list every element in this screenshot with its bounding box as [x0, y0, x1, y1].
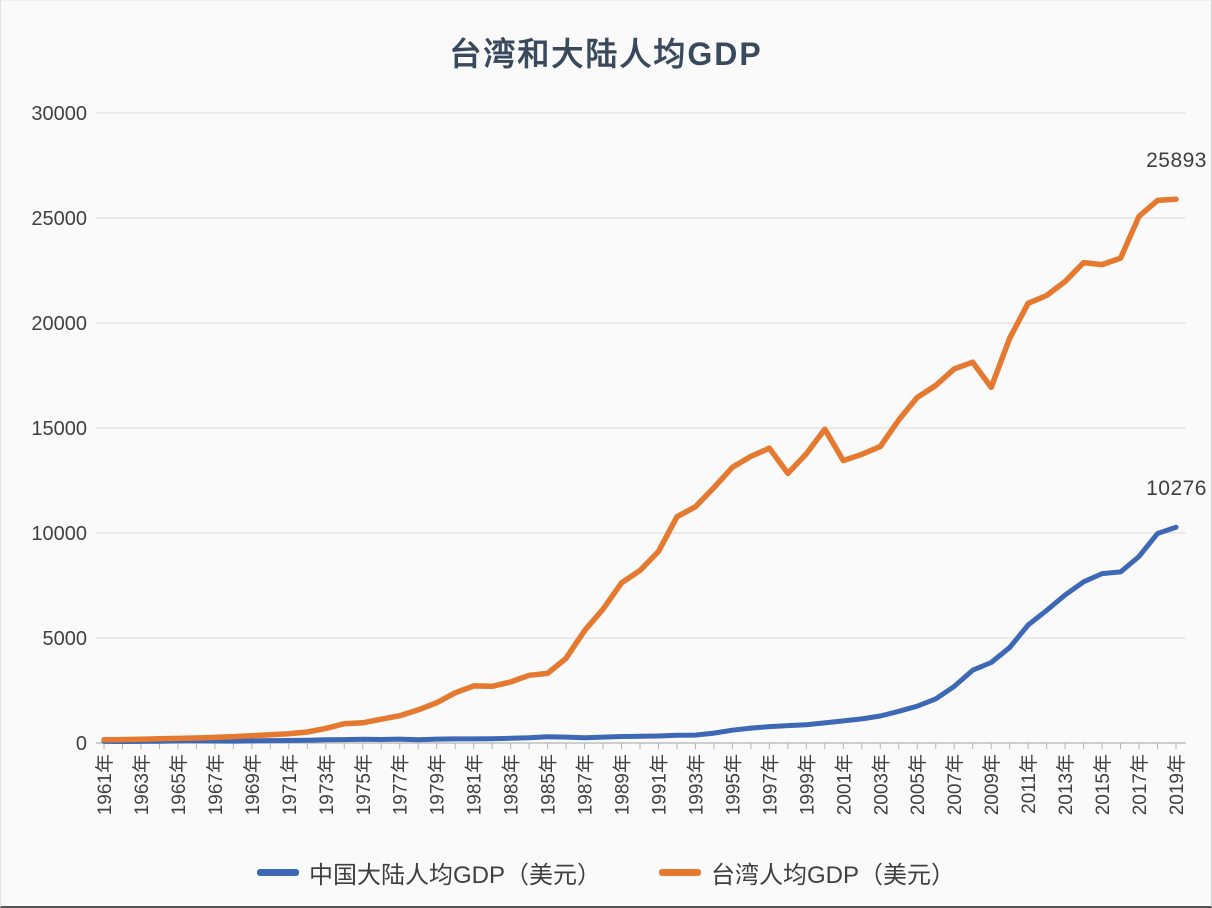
- china-line-swatch: [256, 869, 299, 876]
- y-tick-label: 5000: [43, 628, 88, 650]
- x-tick-label: 2001年: [833, 754, 855, 815]
- x-tick-label: 2011年: [1018, 754, 1040, 814]
- taiwan-line-swatch: [659, 869, 701, 876]
- legend: 中国大陆人均GDP（美元） 台湾人均GDP（美元）: [1, 855, 1211, 890]
- x-tick-label: 1985年: [538, 754, 560, 815]
- y-tick-label: 10000: [31, 523, 87, 545]
- x-tick-label: 2005年: [907, 754, 929, 815]
- x-tick-label: 1971年: [279, 754, 301, 815]
- x-tick-label: 1995年: [722, 754, 744, 815]
- x-tick-label: 1969年: [242, 754, 264, 815]
- x-axis-ticks: [103, 743, 1177, 749]
- x-tick-label: 1963年: [131, 754, 153, 815]
- x-tick-label: 1975年: [353, 754, 375, 815]
- chart-title: 台湾和大陆人均GDP: [449, 36, 763, 72]
- taiwan-end-value-label: 25893: [1146, 149, 1207, 172]
- x-tick-label: 2013年: [1055, 754, 1077, 815]
- x-tick-label: 2017年: [1129, 754, 1151, 815]
- x-tick-label: 2009年: [981, 754, 1003, 815]
- x-tick-label: 2019年: [1166, 754, 1188, 815]
- y-tick-label: 0: [76, 733, 87, 755]
- x-tick-label: 1967年: [205, 754, 227, 815]
- y-axis-labels: 0 5000 10000 15000 20000 25000 30000: [31, 103, 87, 755]
- china-gdp-line: [101, 524, 1179, 744]
- x-tick-label: 1977年: [390, 754, 412, 815]
- x-tick-label: 1973年: [316, 754, 338, 815]
- x-tick-label: 1981年: [464, 754, 486, 815]
- x-axis-labels: 1961年 1963年 1965年 1967年 1969年 1971年 1973年 1975年…: [94, 754, 1188, 815]
- y-tick-label: 20000: [31, 313, 87, 335]
- x-tick-label: 1997年: [759, 754, 781, 815]
- x-tick-label: 1983年: [501, 754, 523, 815]
- china-end-value-label: 10276: [1146, 477, 1207, 500]
- legend-label-china: 中国大陆人均GDP（美元）: [308, 862, 601, 889]
- x-tick-label: 1987年: [575, 754, 597, 815]
- x-tick-label: 1999年: [796, 754, 818, 815]
- y-tick-label: 30000: [31, 103, 87, 125]
- x-tick-label: 1991年: [648, 754, 670, 815]
- x-tick-label: 1965年: [168, 754, 190, 815]
- x-tick-label: 2007年: [944, 754, 966, 815]
- x-tick-label: 1961年: [94, 754, 116, 815]
- y-tick-label: 25000: [31, 208, 87, 230]
- gridlines: [96, 112, 1186, 639]
- legend-item-taiwan: 台湾人均GDP（美元）: [659, 855, 955, 890]
- legend-label-taiwan: 台湾人均GDP（美元）: [711, 862, 956, 889]
- x-tick-label: 2003年: [870, 754, 892, 815]
- x-tick-label: 1993年: [685, 754, 707, 815]
- x-tick-label: 2015年: [1092, 754, 1114, 815]
- y-tick-label: 15000: [31, 418, 87, 440]
- x-tick-label: 1989年: [612, 754, 634, 815]
- legend-item-china: 中国大陆人均GDP（美元）: [256, 855, 601, 890]
- taiwan-gdp-line: [101, 196, 1179, 743]
- x-tick-label: 1979年: [427, 754, 449, 815]
